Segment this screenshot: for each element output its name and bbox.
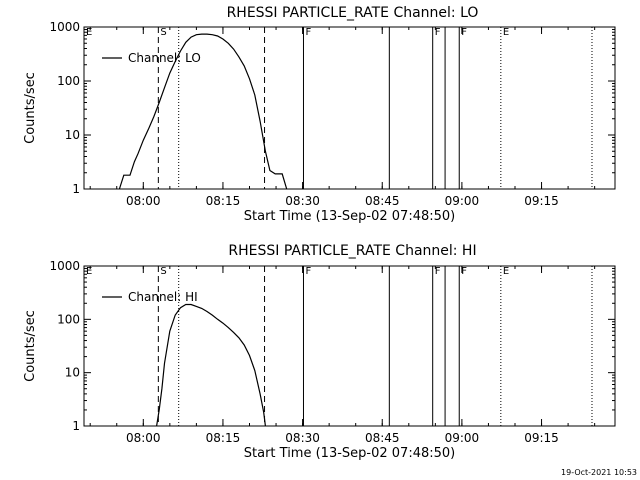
x-tick-label: 09:15 [524, 194, 559, 208]
timestamp-footer: 19-Oct-2021 10:53 [561, 468, 637, 477]
y-tick-label: 100 [57, 74, 80, 88]
event-marker-label: S [160, 27, 166, 38]
event-marker-label: E [503, 27, 509, 38]
series-line [156, 303, 266, 426]
x-tick-label: 09:00 [445, 431, 480, 445]
chart-title: RHESSI PARTICLE_RATE Channel: LO [227, 5, 479, 21]
event-marker-label: F [305, 27, 311, 38]
x-tick-label: 09:15 [524, 431, 559, 445]
event-marker-label: E [503, 266, 509, 277]
y-tick-label: 100 [57, 312, 80, 326]
x-tick-label: 08:15 [206, 431, 241, 445]
y-tick-label: 10 [65, 128, 80, 142]
event-marker-label: F [305, 266, 311, 277]
x-tick-label: 08:15 [206, 194, 241, 208]
panel-lo: RHESSI PARTICLE_RATE Channel: LO 08:00 08:… [23, 5, 616, 224]
series-line [118, 33, 288, 189]
y-axis-label: Counts/sec [23, 72, 38, 144]
event-marker-label: F [461, 27, 467, 38]
x-tick-label: 09:00 [445, 194, 480, 208]
legend-entry: Channel: LO [128, 51, 201, 65]
x-tick-label: 08:30 [285, 431, 320, 445]
x-tick-label: 08:30 [285, 194, 320, 208]
chart-title: RHESSI PARTICLE_RATE Channel: HI [228, 243, 476, 259]
x-axis-label: Start Time (13-Sep-02 07:48:50) [244, 446, 455, 461]
x-tick-label: 08:00 [126, 431, 161, 445]
event-marker-label: E [86, 27, 92, 38]
y-tick-label: 1000 [49, 20, 80, 34]
y-tick-label: 1000 [49, 259, 80, 273]
event-marker-label: E [86, 266, 92, 277]
event-marker-label: F [435, 27, 441, 38]
x-tick-label: 08:00 [126, 194, 161, 208]
y-axis-label: Counts/sec [23, 310, 38, 382]
y-tick-label: 1 [72, 182, 80, 196]
event-marker-label: F [461, 266, 467, 277]
panel-hi: RHESSI PARTICLE_RATE Channel: HI 08:00 08:… [23, 243, 616, 461]
x-tick-label: 08:45 [365, 431, 400, 445]
legend-entry: Channel: HI [128, 290, 198, 304]
y-tick-label: 1 [72, 419, 80, 433]
y-tick-label: 10 [65, 366, 80, 380]
event-marker-label: S [160, 266, 166, 277]
event-marker-label: F [435, 266, 441, 277]
x-tick-label: 08:45 [365, 194, 400, 208]
x-axis-label: Start Time (13-Sep-02 07:48:50) [244, 209, 455, 224]
